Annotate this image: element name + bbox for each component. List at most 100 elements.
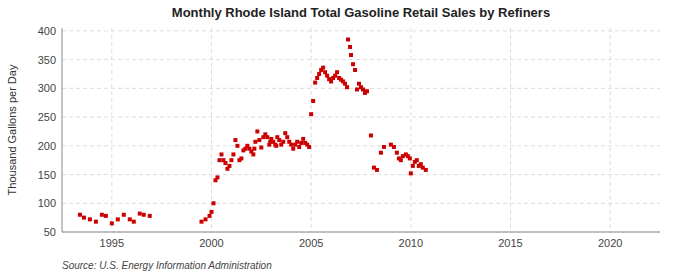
point [281, 140, 285, 144]
point [369, 133, 373, 137]
point [227, 164, 231, 168]
point [321, 66, 325, 70]
point [122, 213, 126, 217]
point [82, 216, 86, 220]
point [100, 213, 104, 217]
point [285, 135, 289, 139]
point [104, 214, 108, 218]
point [379, 151, 383, 155]
point [223, 161, 227, 165]
point [128, 217, 132, 221]
source: Source: U.S. Energy Information Administ… [62, 260, 272, 271]
point [138, 212, 142, 216]
point [211, 201, 215, 205]
point [110, 221, 114, 225]
x-tick-label: 2010 [399, 237, 423, 249]
point [307, 145, 311, 149]
y-grid-line [62, 174, 660, 175]
point [217, 158, 221, 162]
point [351, 62, 355, 66]
x-tick-label: 1995 [100, 237, 124, 249]
point [297, 145, 301, 149]
point [289, 143, 293, 147]
point [219, 152, 223, 156]
point [325, 74, 329, 78]
point [88, 217, 92, 221]
point [116, 217, 120, 221]
point [329, 79, 333, 83]
grid [62, 28, 660, 232]
point [215, 175, 219, 179]
point [419, 162, 423, 166]
point [309, 112, 313, 116]
point [355, 87, 359, 91]
point [291, 147, 295, 151]
point [395, 151, 399, 155]
y-tick-label: 350 [38, 54, 56, 66]
y-axis-line [62, 28, 63, 232]
point [313, 81, 317, 85]
point [349, 53, 353, 57]
point [148, 214, 152, 218]
point [361, 87, 365, 91]
point [333, 74, 337, 78]
point [252, 147, 256, 151]
point [210, 210, 214, 214]
y-grid-line [62, 59, 660, 60]
point [265, 135, 269, 139]
point [94, 220, 98, 224]
point [132, 220, 136, 224]
point [392, 145, 396, 149]
point [365, 89, 369, 93]
point [253, 140, 257, 144]
title: Monthly Rhode Island Total Gasoline Reta… [172, 5, 550, 20]
x-grid-line [510, 28, 511, 232]
point [323, 70, 327, 74]
y-tick-label: 50 [44, 226, 56, 238]
x-grid-line [311, 28, 312, 232]
point [142, 213, 146, 217]
y-tick-label: 200 [38, 140, 56, 152]
y-grid-line [62, 145, 660, 146]
point [382, 145, 386, 149]
point [315, 76, 319, 80]
point [233, 138, 237, 142]
point [357, 82, 361, 86]
x-axis-line [62, 232, 660, 233]
point [335, 70, 339, 74]
point [348, 45, 352, 49]
point [345, 85, 349, 89]
point [78, 213, 82, 217]
point [277, 138, 281, 142]
point [399, 158, 403, 162]
point [353, 68, 357, 72]
x-tick-label: 2015 [498, 237, 522, 249]
point [259, 146, 263, 150]
point [200, 220, 204, 224]
y-grid-line [62, 30, 660, 31]
chart: Monthly Rhode Island Total Gasoline Reta… [0, 0, 675, 275]
point [409, 171, 413, 175]
y-tick-label: 250 [38, 111, 56, 123]
point [346, 37, 350, 41]
y-tick-label: 100 [38, 197, 56, 209]
point [255, 129, 259, 133]
x-grid-line [610, 28, 611, 232]
point [415, 158, 419, 162]
y-grid-line [62, 232, 660, 233]
y-tick-label: 300 [38, 82, 56, 94]
y-grid-line [62, 117, 660, 118]
x-tick-label: 2000 [199, 237, 223, 249]
point [311, 99, 315, 103]
point [283, 131, 287, 135]
point [257, 138, 261, 142]
point [274, 144, 278, 148]
y-tick-label: 150 [38, 169, 56, 181]
y-grid-line [62, 203, 660, 204]
point [408, 156, 412, 160]
x-tick-label: 2005 [299, 237, 323, 249]
point [204, 217, 208, 221]
point [299, 141, 303, 145]
point [375, 168, 379, 172]
point [411, 164, 415, 168]
